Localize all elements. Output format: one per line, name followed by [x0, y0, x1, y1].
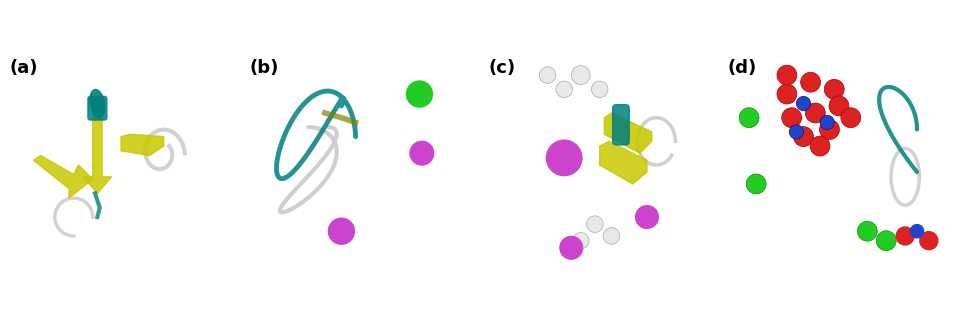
Polygon shape — [84, 113, 111, 193]
Circle shape — [636, 206, 659, 228]
FancyBboxPatch shape — [88, 96, 107, 120]
Circle shape — [805, 103, 826, 123]
Circle shape — [876, 231, 897, 250]
Circle shape — [857, 221, 877, 241]
Circle shape — [556, 81, 572, 98]
Circle shape — [746, 174, 766, 194]
Circle shape — [777, 65, 797, 85]
Circle shape — [781, 108, 802, 128]
Circle shape — [587, 216, 603, 232]
Circle shape — [571, 66, 590, 84]
Circle shape — [406, 81, 433, 107]
Circle shape — [591, 81, 608, 98]
Polygon shape — [605, 113, 652, 153]
Circle shape — [797, 96, 810, 111]
Circle shape — [829, 96, 849, 116]
Circle shape — [546, 140, 582, 176]
Circle shape — [910, 225, 924, 238]
Circle shape — [410, 141, 434, 165]
Circle shape — [794, 127, 813, 147]
Ellipse shape — [90, 89, 105, 117]
Circle shape — [560, 236, 583, 259]
Circle shape — [540, 67, 556, 83]
Circle shape — [920, 232, 938, 250]
Circle shape — [820, 115, 834, 129]
Text: (a): (a) — [10, 58, 38, 77]
Circle shape — [801, 72, 821, 92]
Circle shape — [328, 218, 354, 244]
Circle shape — [897, 227, 914, 245]
Polygon shape — [121, 134, 163, 155]
Circle shape — [820, 119, 839, 140]
Circle shape — [603, 228, 620, 244]
Circle shape — [777, 84, 797, 104]
Circle shape — [739, 108, 759, 128]
Circle shape — [789, 125, 804, 139]
Polygon shape — [34, 155, 93, 198]
Circle shape — [825, 80, 844, 99]
Circle shape — [841, 108, 861, 128]
FancyBboxPatch shape — [612, 105, 629, 145]
Text: (b): (b) — [250, 58, 278, 77]
Text: (d): (d) — [728, 58, 757, 77]
Polygon shape — [600, 141, 647, 184]
Text: (c): (c) — [489, 58, 516, 77]
Circle shape — [810, 136, 830, 156]
Circle shape — [572, 232, 589, 249]
